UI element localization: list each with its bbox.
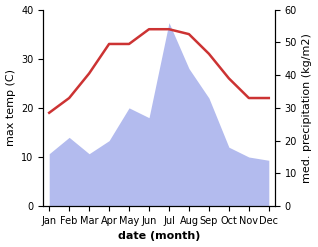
X-axis label: date (month): date (month) [118,231,200,242]
Y-axis label: med. precipitation (kg/m2): med. precipitation (kg/m2) [302,33,313,183]
Y-axis label: max temp (C): max temp (C) [5,69,16,146]
